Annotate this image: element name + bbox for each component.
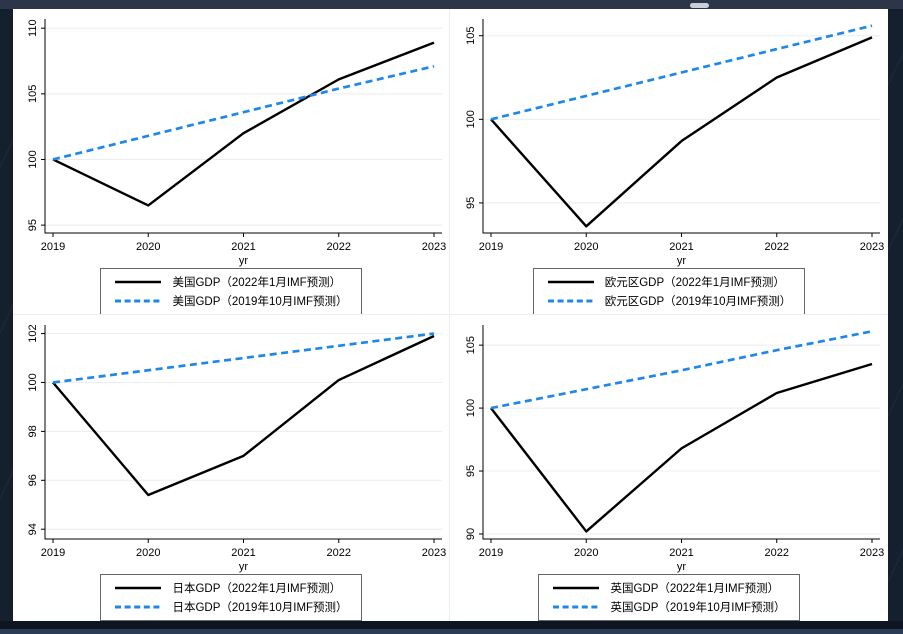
x-tick-label: 2022 (327, 241, 351, 253)
chart-cell-japan-gdp: 94 96 98 100 102 2019 2020 2021 2022 2023 yr 日本GDP… (13, 315, 450, 621)
x-axis-title: yr (676, 561, 686, 573)
chart-cell-uk-gdp: 90 95 100 105 2019 2020 2021 2022 2023 yr 英国GDP（2… (451, 315, 888, 621)
y-tick-label: 100 (465, 399, 477, 417)
solid-line-sample (115, 280, 162, 283)
eurozone-gdp-plot: 95 100 105 2019 2020 2021 2022 2023 yr (465, 19, 884, 267)
legend-label: 英国GDP（2022年1月IMF预测） (610, 582, 780, 595)
x-tick-label: 2023 (422, 241, 446, 253)
series-line-dashed (490, 329, 872, 410)
y-tick-label: 100 (27, 150, 39, 168)
series-line-solid (52, 334, 435, 497)
toolbar-drag-handle[interactable] (690, 3, 709, 8)
legend: 英国GDP（2022年1月IMF预测） 英国GDP（2019年10月IMF预测） (538, 574, 800, 621)
legend-label: 日本GDP（2019年10月IMF预测） (172, 601, 348, 614)
dashed-line-sample (115, 299, 162, 302)
series-line-solid (489, 362, 872, 533)
us-gdp-plot: 95 100 105 110 2019 2020 2021 2022 2023 yr (27, 19, 446, 267)
x-axis-title: yr (239, 255, 249, 267)
y-tick-label: 102 (27, 324, 39, 342)
uk-gdp-plot: 90 95 100 105 2019 2020 2021 2022 2023 yr (465, 325, 884, 573)
solid-line-sample (547, 280, 594, 283)
y-tick-label: 90 (465, 528, 477, 540)
x-tick-label: 2020 (574, 547, 598, 559)
x-tick-label: 2022 (764, 241, 788, 253)
legend-item: 欧元区GDP（2019年10月IMF预测） (547, 291, 792, 310)
y-tick-label: 105 (465, 27, 477, 45)
x-axis-title: yr (676, 255, 686, 267)
x-tick-label: 2021 (231, 241, 255, 253)
chart-cell-eurozone-gdp: 95 100 105 2019 2020 2021 2022 2023 yr 欧元区GDP（20… (450, 9, 888, 315)
legend-wrap: 美国GDP（2022年1月IMF预测） 美国GDP（2019年10月IMF预测） (13, 268, 449, 314)
solid-line-sample (553, 586, 600, 589)
legend-item: 美国GDP（2022年1月IMF预测） (114, 272, 347, 291)
window-bottom-bar (0, 621, 903, 634)
legend: 日本GDP（2022年1月IMF预测） 日本GDP（2019年10月IMF预测） (100, 574, 362, 621)
y-tick-label: 95 (27, 219, 39, 231)
x-tick-label: 2022 (764, 547, 788, 559)
y-tick-label: 105 (465, 336, 477, 354)
legend-item: 日本GDP（2019年10月IMF预测） (114, 597, 348, 616)
figure-panel: 95 100 105 110 2019 2020 2021 2022 2023 yr 美国GDP（… (13, 9, 888, 621)
x-tick-label: 2023 (859, 547, 883, 559)
legend-label: 欧元区GDP（2022年1月IMF预测） (604, 276, 785, 289)
dashed-line-sample (547, 299, 594, 302)
japan-gdp-plot: 94 96 98 100 102 2019 2020 2021 2022 2023 yr (27, 324, 446, 573)
x-tick-label: 2023 (859, 241, 883, 253)
legend-item: 英国GDP（2019年10月IMF预测） (552, 597, 786, 616)
y-tick-label: 95 (465, 465, 477, 477)
x-tick-label: 2019 (478, 547, 502, 559)
window-top-bar (0, 0, 903, 9)
y-tick-label: 100 (27, 373, 39, 391)
x-tick-label: 2021 (669, 547, 693, 559)
legend: 欧元区GDP（2022年1月IMF预测） 欧元区GDP（2019年10月IMF预… (532, 268, 806, 314)
y-tick-label: 96 (27, 474, 39, 486)
series-line-dashed (52, 64, 435, 161)
legend-label: 美国GDP（2019年10月IMF预测） (172, 295, 348, 308)
legend-label: 美国GDP（2022年1月IMF预测） (172, 276, 342, 289)
y-tick-label: 100 (465, 110, 477, 128)
x-tick-label: 2020 (574, 241, 598, 253)
dashed-line-sample (553, 605, 600, 608)
legend-label: 英国GDP（2019年10月IMF预测） (610, 601, 786, 614)
y-tick-label: 94 (27, 523, 39, 535)
legend-item: 日本GDP（2022年1月IMF预测） (114, 578, 347, 597)
legend-wrap: 欧元区GDP（2022年1月IMF预测） 欧元区GDP（2019年10月IMF预… (451, 268, 888, 314)
legend-label: 日本GDP（2022年1月IMF预测） (172, 582, 342, 595)
x-tick-label: 2019 (41, 547, 65, 559)
x-axis-title: yr (239, 561, 249, 573)
y-tick-label: 98 (27, 425, 39, 437)
y-tick-label: 95 (465, 197, 477, 209)
x-tick-label: 2020 (136, 547, 160, 559)
series-line-dashed (490, 24, 872, 121)
x-tick-label: 2019 (478, 241, 502, 253)
legend-item: 欧元区GDP（2022年1月IMF预测） (547, 272, 792, 291)
legend-item: 英国GDP（2022年1月IMF预测） (552, 578, 785, 597)
x-tick-label: 2022 (327, 547, 351, 559)
x-tick-label: 2020 (136, 241, 160, 253)
chart-cell-us-gdp: 95 100 105 110 2019 2020 2021 2022 2023 yr 美国GDP（… (13, 9, 450, 315)
legend-item: 美国GDP（2019年10月IMF预测） (114, 291, 348, 310)
y-tick-label: 105 (27, 85, 39, 103)
solid-line-sample (115, 586, 162, 589)
legend-wrap: 英国GDP（2022年1月IMF预测） 英国GDP（2019年10月IMF预测） (451, 574, 888, 621)
x-tick-label: 2023 (422, 547, 446, 559)
series-line-solid (489, 36, 872, 228)
x-tick-label: 2021 (669, 241, 693, 253)
legend-label: 欧元区GDP（2019年10月IMF预测） (604, 295, 792, 308)
x-tick-label: 2019 (41, 241, 65, 253)
x-tick-label: 2021 (231, 547, 255, 559)
series-line-solid (52, 41, 435, 207)
dashed-line-sample (115, 605, 162, 608)
legend: 美国GDP（2022年1月IMF预测） 美国GDP（2019年10月IMF预测） (100, 268, 362, 314)
series-line-dashed (52, 332, 435, 384)
y-tick-label: 110 (27, 19, 39, 37)
legend-wrap: 日本GDP（2022年1月IMF预测） 日本GDP（2019年10月IMF预测） (13, 574, 449, 621)
